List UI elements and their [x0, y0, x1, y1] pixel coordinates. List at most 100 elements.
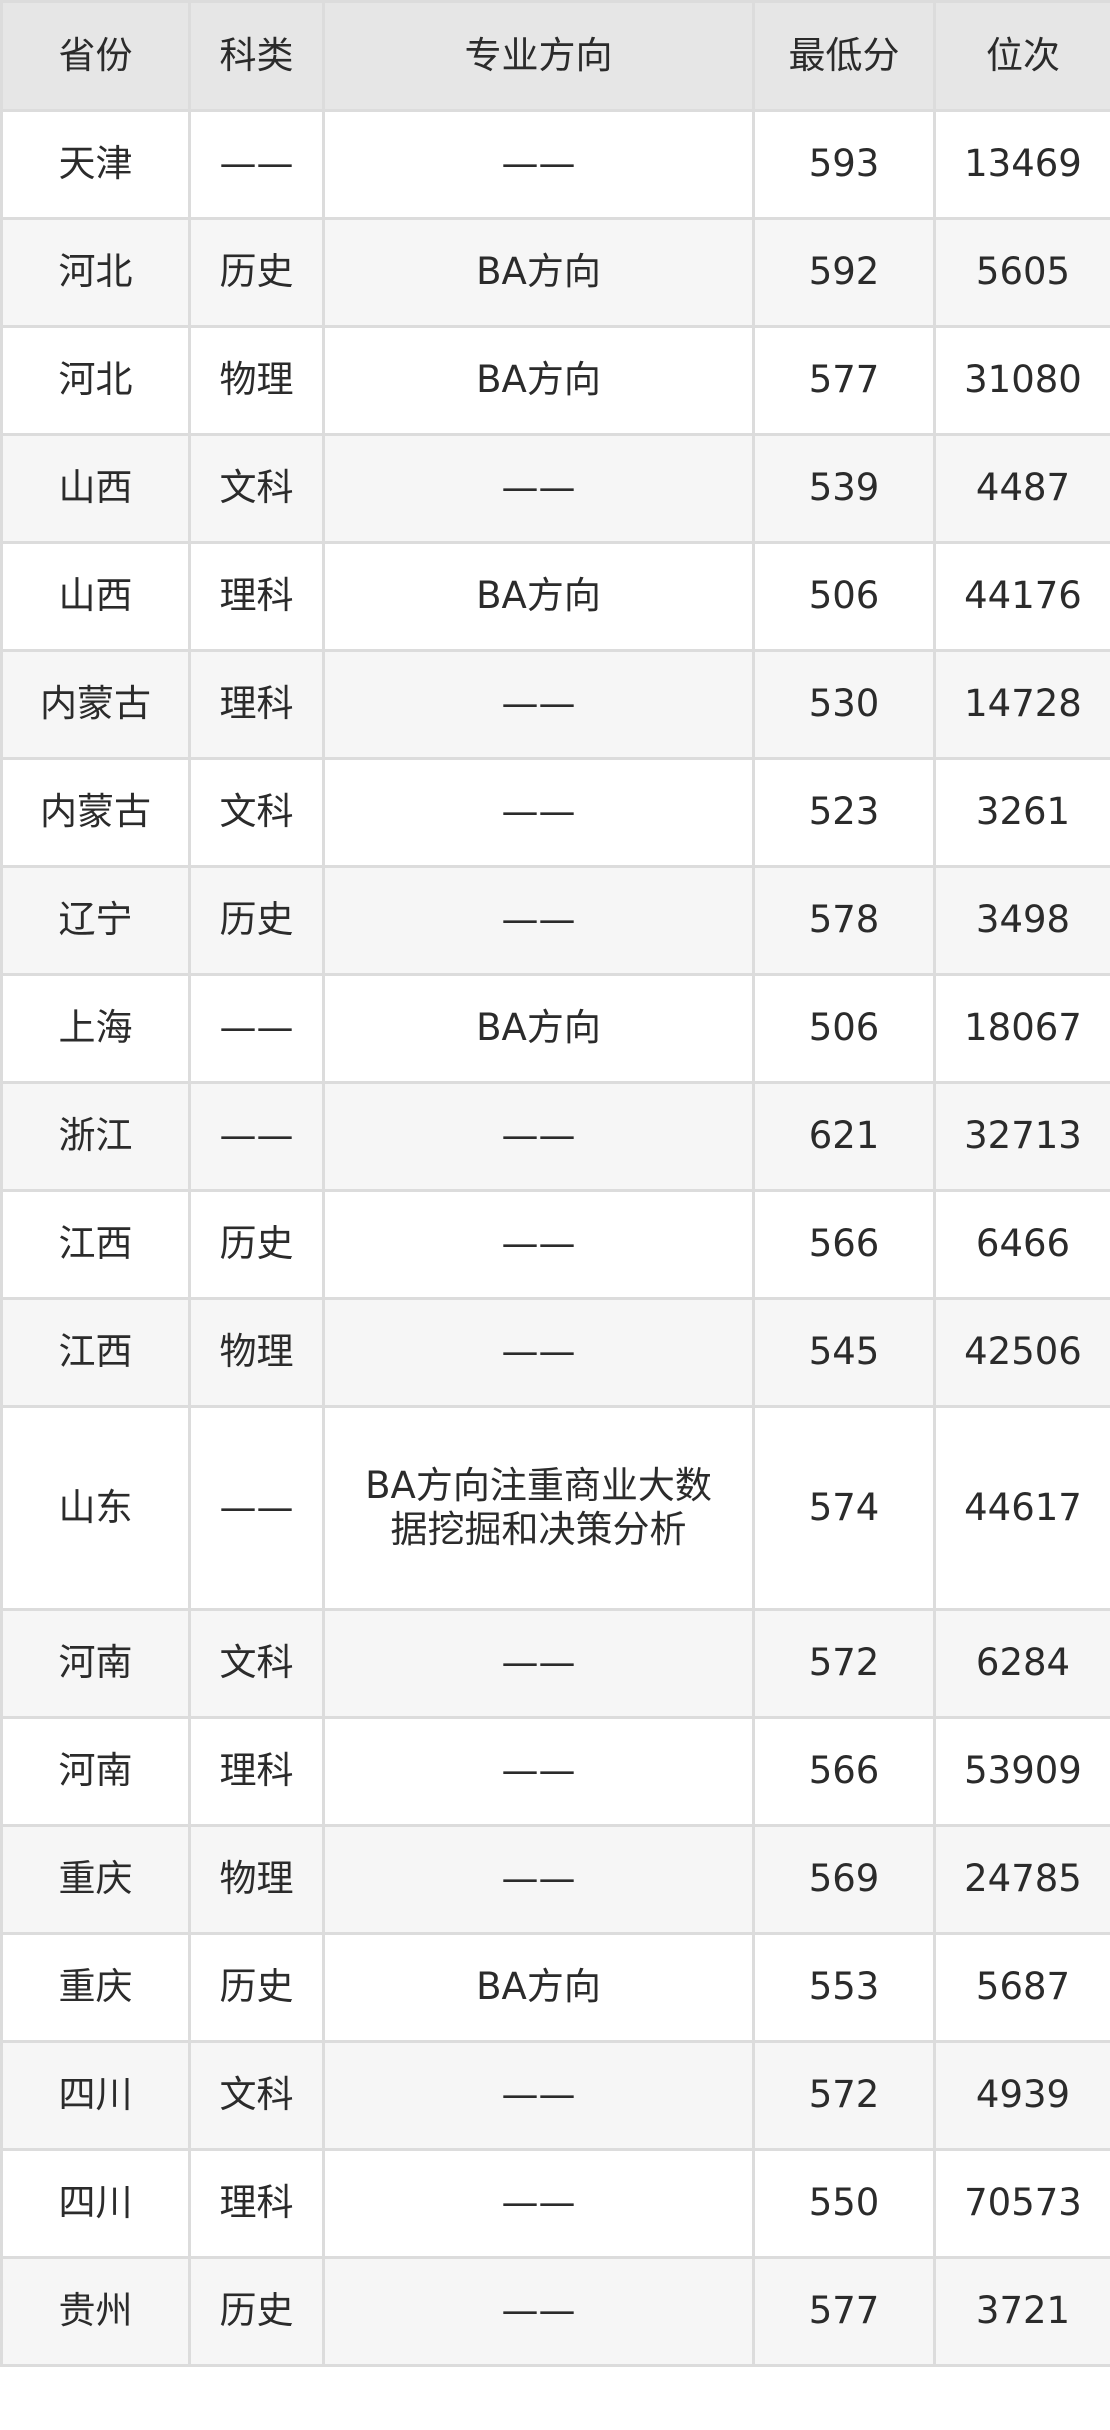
direction-cell: —— — [322, 1608, 755, 1719]
min-score-cell: 572 — [752, 2040, 936, 2151]
direction-cell: —— — [322, 1716, 755, 1827]
table-row: 重庆 历史 BA方向 553 5687 — [0, 1932, 1110, 2043]
category-cell: 理科 — [188, 1716, 325, 1827]
direction-cell: BA方向 — [322, 217, 755, 328]
table-row: 辽宁 历史 —— 578 3498 — [0, 865, 1110, 976]
rank-cell: 6466 — [933, 1189, 1110, 1300]
table-row: 山东 —— BA方向注重商业大数据挖掘和决策分析 574 44617 — [0, 1405, 1110, 1611]
category-cell: 物理 — [188, 1297, 325, 1408]
direction-cell: —— — [322, 757, 755, 868]
rank-cell: 31080 — [933, 325, 1110, 436]
province-cell: 辽宁 — [0, 865, 191, 976]
table-row: 河北 历史 BA方向 592 5605 — [0, 217, 1110, 328]
table-row: 山西 文科 —— 539 4487 — [0, 433, 1110, 544]
header-rank: 位次 — [933, 0, 1110, 112]
min-score-cell: 530 — [752, 649, 936, 760]
rank-cell: 5687 — [933, 1932, 1110, 2043]
direction-cell: —— — [322, 1189, 755, 1300]
direction-cell: —— — [322, 433, 755, 544]
table-row: 贵州 历史 —— 577 3721 — [0, 2256, 1110, 2367]
province-cell: 浙江 — [0, 1081, 191, 1192]
min-score-cell: 592 — [752, 217, 936, 328]
category-cell: 理科 — [188, 2148, 325, 2259]
min-score-cell: 566 — [752, 1189, 936, 1300]
min-score-cell: 569 — [752, 1824, 936, 1935]
direction-cell: BA方向 — [322, 973, 755, 1084]
rank-cell: 42506 — [933, 1297, 1110, 1408]
min-score-cell: 553 — [752, 1932, 936, 2043]
province-cell: 四川 — [0, 2040, 191, 2151]
rank-cell: 6284 — [933, 1608, 1110, 1719]
table-row: 四川 理科 —— 550 70573 — [0, 2148, 1110, 2259]
province-cell: 重庆 — [0, 1824, 191, 1935]
category-cell: 物理 — [188, 325, 325, 436]
min-score-cell: 545 — [752, 1297, 936, 1408]
header-category: 科类 — [188, 0, 325, 112]
category-cell: 历史 — [188, 217, 325, 328]
table-row: 浙江 —— —— 621 32713 — [0, 1081, 1110, 1192]
rank-cell: 44176 — [933, 541, 1110, 652]
province-cell: 山东 — [0, 1405, 191, 1611]
direction-cell: —— — [322, 649, 755, 760]
header-province: 省份 — [0, 0, 191, 112]
province-cell: 山西 — [0, 433, 191, 544]
direction-cell: BA方向 — [322, 1932, 755, 2043]
table-row: 江西 历史 —— 566 6466 — [0, 1189, 1110, 1300]
direction-cell: —— — [322, 1297, 755, 1408]
province-cell: 内蒙古 — [0, 649, 191, 760]
min-score-cell: 506 — [752, 973, 936, 1084]
province-cell: 河北 — [0, 217, 191, 328]
direction-cell: —— — [322, 2148, 755, 2259]
rank-cell: 4487 — [933, 433, 1110, 544]
province-cell: 河南 — [0, 1608, 191, 1719]
min-score-cell: 550 — [752, 2148, 936, 2259]
min-score-cell: 577 — [752, 2256, 936, 2367]
table-row: 天津 —— —— 593 13469 — [0, 109, 1110, 220]
category-cell: 历史 — [188, 1189, 325, 1300]
province-cell: 天津 — [0, 109, 191, 220]
category-cell: —— — [188, 109, 325, 220]
province-cell: 贵州 — [0, 2256, 191, 2367]
province-cell: 重庆 — [0, 1932, 191, 2043]
rank-cell: 3721 — [933, 2256, 1110, 2367]
min-score-cell: 572 — [752, 1608, 936, 1719]
province-cell: 内蒙古 — [0, 757, 191, 868]
table-row: 上海 —— BA方向 506 18067 — [0, 973, 1110, 1084]
province-cell: 四川 — [0, 2148, 191, 2259]
rank-cell: 5605 — [933, 217, 1110, 328]
table-row: 四川 文科 —— 572 4939 — [0, 2040, 1110, 2151]
min-score-cell: 539 — [752, 433, 936, 544]
direction-cell: —— — [322, 865, 755, 976]
direction-cell: —— — [322, 1824, 755, 1935]
rank-cell: 70573 — [933, 2148, 1110, 2259]
table-row: 河南 理科 —— 566 53909 — [0, 1716, 1110, 1827]
rank-cell: 14728 — [933, 649, 1110, 760]
min-score-cell: 506 — [752, 541, 936, 652]
category-cell: 文科 — [188, 433, 325, 544]
category-cell: 文科 — [188, 757, 325, 868]
direction-cell: —— — [322, 1081, 755, 1192]
province-cell: 江西 — [0, 1297, 191, 1408]
min-score-cell: 621 — [752, 1081, 936, 1192]
category-cell: —— — [188, 973, 325, 1084]
direction-cell: —— — [322, 2256, 755, 2367]
table-row: 内蒙古 文科 —— 523 3261 — [0, 757, 1110, 868]
rank-cell: 3261 — [933, 757, 1110, 868]
category-cell: 历史 — [188, 1932, 325, 2043]
rank-cell: 18067 — [933, 973, 1110, 1084]
table-row: 江西 物理 —— 545 42506 — [0, 1297, 1110, 1408]
admission-score-table: 省份 科类 专业方向 最低分 位次 天津 —— —— 593 13469 河北 历史 BA方向… — [0, 0, 1110, 2367]
min-score-cell: 574 — [752, 1405, 936, 1611]
min-score-cell: 578 — [752, 865, 936, 976]
category-cell: —— — [188, 1081, 325, 1192]
province-cell: 山西 — [0, 541, 191, 652]
header-min-score: 最低分 — [752, 0, 936, 112]
category-cell: 文科 — [188, 2040, 325, 2151]
province-cell: 河南 — [0, 1716, 191, 1827]
category-cell: 物理 — [188, 1824, 325, 1935]
direction-cell: BA方向 — [322, 325, 755, 436]
rank-cell: 3498 — [933, 865, 1110, 976]
table-row: 山西 理科 BA方向 506 44176 — [0, 541, 1110, 652]
table-row: 河南 文科 —— 572 6284 — [0, 1608, 1110, 1719]
province-cell: 江西 — [0, 1189, 191, 1300]
